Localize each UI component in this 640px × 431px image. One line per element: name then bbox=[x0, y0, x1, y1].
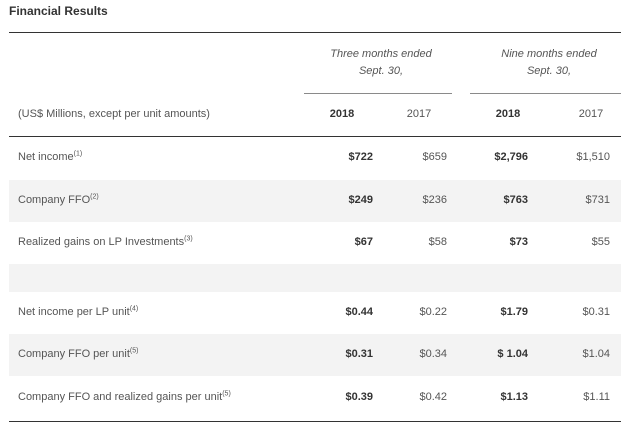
footnote-ref: (3) bbox=[184, 235, 193, 243]
cell-value: $1.11 bbox=[583, 391, 610, 403]
cell-value: $0.31 bbox=[582, 306, 610, 318]
group-header-line1: Three months ended bbox=[330, 48, 432, 60]
spacer-band bbox=[9, 264, 621, 292]
row-label: Realized gains on LP Investments(3) bbox=[18, 235, 193, 248]
column-header-2017-ytd: 2017 bbox=[578, 108, 604, 120]
table-row: Company FFO(2) $249 $236 $763 $731 bbox=[9, 180, 621, 222]
cell-value: $67 bbox=[354, 236, 373, 248]
cell-value: $55 bbox=[591, 236, 610, 248]
footnote-ref: (1) bbox=[73, 150, 83, 158]
column-header-2017-q: 2017 bbox=[406, 108, 432, 120]
cell-value: $1.13 bbox=[500, 391, 528, 403]
group-header-line1: Nine months ended bbox=[501, 48, 597, 60]
table-row: Net income per LP unit(4) $0.44 $0.22 $1… bbox=[9, 292, 621, 334]
cell-value: $0.34 bbox=[419, 348, 447, 360]
footnote-ref: (4) bbox=[129, 305, 139, 313]
cell-value: $73 bbox=[509, 236, 528, 248]
group-header-three-months: Three months ended Sept. 30, bbox=[318, 46, 444, 80]
cell-value: $763 bbox=[503, 194, 528, 206]
footnote-ref: (5) bbox=[222, 390, 231, 398]
row-label: Company FFO(2) bbox=[18, 193, 99, 206]
row-label: Company FFO and realized gains per unit(… bbox=[18, 390, 231, 403]
cell-value: $1,510 bbox=[576, 151, 610, 163]
column-header-2018-ytd: 2018 bbox=[495, 108, 521, 120]
cell-value: $0.22 bbox=[419, 306, 447, 318]
row-band bbox=[9, 180, 621, 222]
table-row: Realized gains on LP Investments(3) $67 … bbox=[9, 222, 621, 264]
cell-value: $249 bbox=[348, 194, 373, 206]
cell-value: $0.39 bbox=[345, 391, 373, 403]
cell-value: $659 bbox=[422, 151, 447, 163]
group-header-nine-months: Nine months ended Sept. 30, bbox=[486, 46, 612, 80]
cell-value: $722 bbox=[348, 151, 373, 163]
units-label: (US$ Millions, except per unit amounts) bbox=[18, 108, 210, 120]
footnote-ref: (5) bbox=[129, 347, 139, 355]
row-label: Net income(1) bbox=[18, 150, 83, 163]
footnote-ref: (2) bbox=[90, 193, 99, 201]
column-header-2018-q: 2018 bbox=[329, 108, 355, 120]
cell-value: $0.31 bbox=[345, 348, 373, 360]
table-title: Financial Results bbox=[9, 4, 108, 18]
header-rule bbox=[9, 136, 621, 137]
row-band bbox=[9, 334, 621, 376]
cell-value: $ 1.04 bbox=[497, 348, 528, 360]
table-row: Net income(1) $722 $659 $2,796 $1,510 bbox=[9, 137, 621, 179]
cell-value: $1.79 bbox=[500, 306, 528, 318]
bottom-rule bbox=[9, 421, 621, 422]
cell-value: $0.42 bbox=[419, 391, 447, 403]
group-rule-three-months bbox=[304, 93, 452, 94]
row-label: Net income per LP unit(4) bbox=[18, 305, 139, 318]
group-rule-nine-months bbox=[470, 93, 621, 94]
cell-value: $2,796 bbox=[494, 151, 528, 163]
cell-value: $236 bbox=[422, 194, 447, 206]
cell-value: $731 bbox=[585, 194, 610, 206]
cell-value: $58 bbox=[428, 236, 447, 248]
cell-value: $0.44 bbox=[345, 306, 373, 318]
group-header-line2: Sept. 30, bbox=[526, 65, 572, 77]
table-row: Company FFO per unit(5) $0.31 $0.34 $ 1.… bbox=[9, 334, 621, 376]
table-row: Company FFO and realized gains per unit(… bbox=[9, 377, 621, 419]
row-label: Company FFO per unit(5) bbox=[18, 347, 139, 360]
cell-value: $1.04 bbox=[582, 348, 610, 360]
group-header-line2: Sept. 30, bbox=[358, 65, 404, 77]
top-rule bbox=[9, 32, 621, 33]
